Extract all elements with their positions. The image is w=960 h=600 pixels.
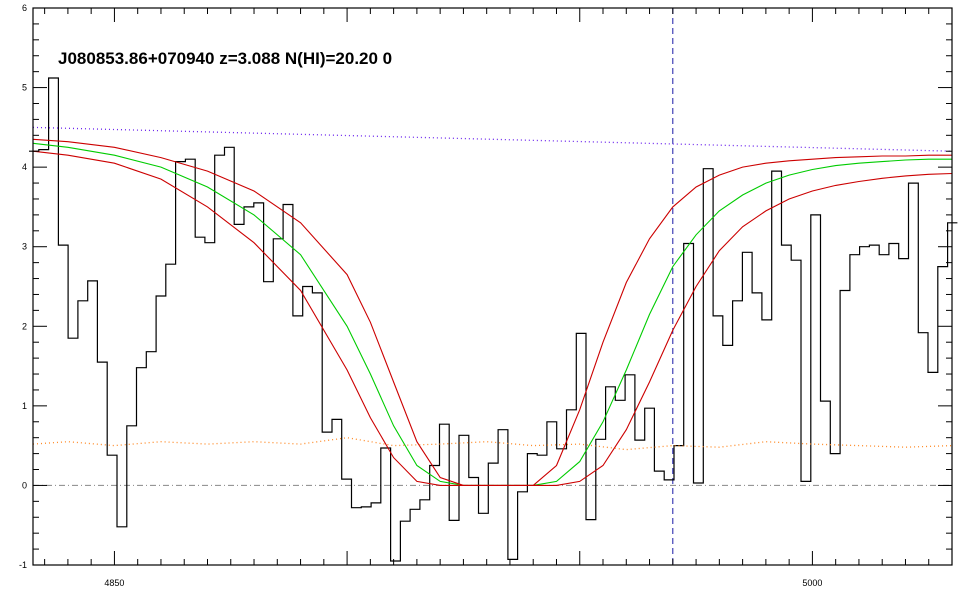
series-layer [29, 8, 958, 565]
y-tick-label: 5 [22, 83, 27, 93]
chart-title: J080853.86+070940 z=3.088 N(HI)=20.20 0 [58, 49, 392, 68]
series-3-line [32, 150, 953, 486]
series-2-line [32, 138, 952, 486]
y-tick-label: -1 [19, 560, 27, 570]
y-tick-label: 3 [22, 242, 27, 252]
y-tick-label: 6 [22, 3, 27, 13]
axes-layer: -1 0 1 2 3 4 5 6 4850 5000 [19, 3, 953, 588]
x-tick-label: 5000 [802, 578, 822, 588]
series-0-line [29, 77, 958, 562]
y-tick-label: 2 [22, 321, 27, 331]
plot-frame [32, 7, 953, 566]
y-tick-label: 1 [22, 401, 27, 411]
y-tick-label: 0 [22, 480, 27, 490]
y-tick-label: 4 [22, 162, 27, 172]
series-1-line [32, 142, 952, 486]
x-tick-label: 4850 [104, 578, 124, 588]
